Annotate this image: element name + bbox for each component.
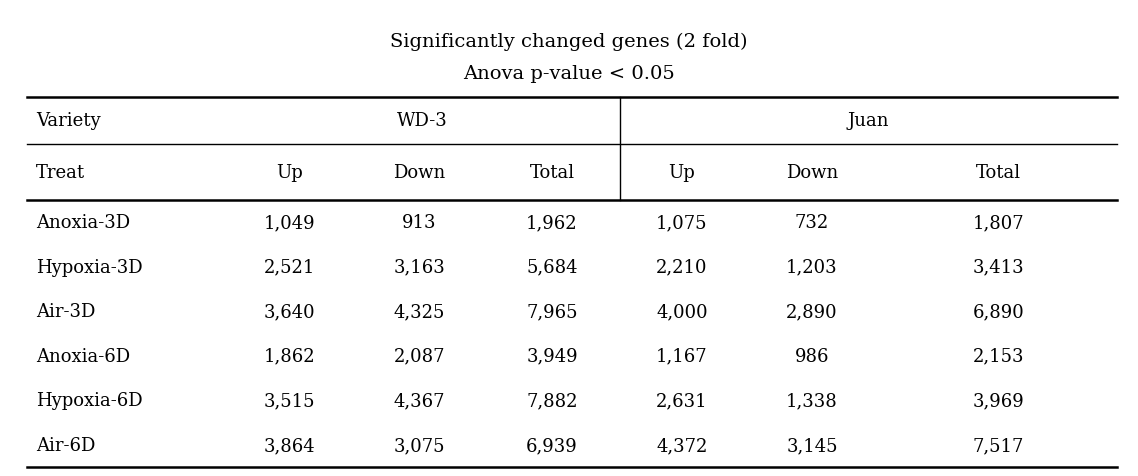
Text: 2,631: 2,631 [657,392,708,409]
Text: Juan: Juan [848,112,889,130]
Text: Hypoxia-3D: Hypoxia-3D [35,258,142,276]
Text: Significantly changed genes (2 fold): Significantly changed genes (2 fold) [390,32,748,50]
Text: Air-3D: Air-3D [35,303,96,321]
Text: Down: Down [785,164,838,181]
Text: 2,087: 2,087 [394,347,445,365]
Text: 913: 913 [402,214,437,232]
Text: 7,965: 7,965 [526,303,578,321]
Text: Treat: Treat [35,164,85,181]
Text: 2,210: 2,210 [657,258,708,276]
Text: 6,939: 6,939 [526,436,578,454]
Text: 1,962: 1,962 [526,214,578,232]
Text: Total: Total [529,164,575,181]
Text: 3,145: 3,145 [786,436,838,454]
Text: 3,163: 3,163 [394,258,445,276]
Text: Anoxia-6D: Anoxia-6D [35,347,130,365]
Text: 4,367: 4,367 [394,392,445,409]
Text: 7,517: 7,517 [973,436,1024,454]
Text: 7,882: 7,882 [526,392,578,409]
Text: 1,338: 1,338 [786,392,838,409]
Text: Hypoxia-6D: Hypoxia-6D [35,392,142,409]
Text: WD-3: WD-3 [397,112,447,130]
Text: Anoxia-3D: Anoxia-3D [35,214,130,232]
Text: 3,969: 3,969 [972,392,1024,409]
Text: Air-6D: Air-6D [35,436,96,454]
Text: 3,949: 3,949 [526,347,578,365]
Text: 1,049: 1,049 [264,214,315,232]
Text: 1,203: 1,203 [786,258,838,276]
Text: 2,521: 2,521 [264,258,315,276]
Text: 1,807: 1,807 [973,214,1024,232]
Text: Total: Total [975,164,1021,181]
Text: 4,000: 4,000 [657,303,708,321]
Text: 1,075: 1,075 [657,214,708,232]
Text: 3,515: 3,515 [264,392,315,409]
Text: 1,167: 1,167 [657,347,708,365]
Text: 3,413: 3,413 [973,258,1024,276]
Text: Anova p-value < 0.05: Anova p-value < 0.05 [463,65,675,83]
Text: 2,153: 2,153 [973,347,1024,365]
Text: 4,325: 4,325 [394,303,445,321]
Text: 4,372: 4,372 [657,436,708,454]
Text: Variety: Variety [35,112,100,130]
Text: 5,684: 5,684 [526,258,578,276]
Text: Up: Up [277,164,303,181]
Text: 3,864: 3,864 [264,436,315,454]
Text: 3,640: 3,640 [264,303,315,321]
Text: 3,075: 3,075 [394,436,445,454]
Text: 732: 732 [794,214,828,232]
Text: 986: 986 [794,347,830,365]
Text: Down: Down [394,164,445,181]
Text: 2,890: 2,890 [786,303,838,321]
Text: 6,890: 6,890 [972,303,1024,321]
Text: Up: Up [669,164,695,181]
Text: 1,862: 1,862 [264,347,315,365]
